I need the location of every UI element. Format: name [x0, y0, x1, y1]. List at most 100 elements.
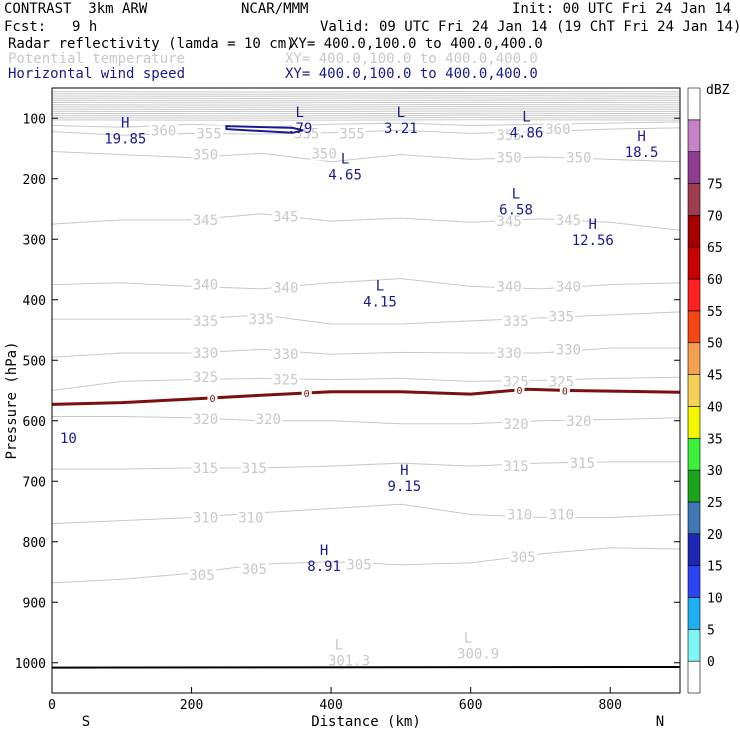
theta-contour-upper: [51, 97, 681, 100]
theta-contour-upper: [51, 114, 681, 117]
wind-extremum-value: 12.56: [572, 233, 614, 249]
colorbar-swatch: [687, 437, 701, 471]
colorbar-title: dBZ: [706, 83, 730, 98]
wind-extremum-letter: L: [397, 105, 405, 121]
colorbar-swatch: [687, 183, 701, 216]
theta-label: 350: [566, 151, 591, 167]
theta-label-bg: [509, 548, 537, 564]
freezing-level-contour: 0 0 0 0: [51, 383, 681, 406]
colorbar-swatch: [687, 374, 701, 407]
wind-contour-label: 10: [60, 431, 77, 447]
x-tick-label: 800: [598, 698, 621, 713]
y-axis-label: Pressure (hPa): [4, 341, 20, 459]
theta-label-bg: [191, 312, 220, 328]
theta-label: 350: [311, 146, 336, 162]
theta-label: 350: [496, 151, 521, 167]
colorbar-swatch: [687, 597, 701, 630]
theta-contour-upper: [51, 101, 681, 104]
theta-label-bg: [564, 412, 593, 428]
theta-label-bg: [236, 509, 265, 525]
y-tick-label: 900: [23, 596, 46, 611]
theta-contour-upper: [51, 108, 681, 110]
wind-extremum-value: .79: [287, 121, 312, 137]
theta-label-bg: [191, 509, 220, 525]
theta-label: 315: [242, 461, 267, 477]
theta-label: 310: [238, 511, 263, 527]
colorbar-swatch: [687, 215, 701, 248]
freezing-label-bg: [207, 391, 218, 404]
colorbar-level-label: 15: [707, 560, 723, 575]
theta-label-bg: [345, 556, 374, 572]
theta-contour-upper: [51, 106, 681, 108]
theta-contour-upper: [51, 116, 681, 119]
field-xy-reflectivity: XY= 400.0,100.0 to 400.0,400.0: [290, 36, 543, 52]
y-tick-label: 700: [23, 475, 46, 490]
theta-label: 330: [193, 346, 218, 362]
theta-label-bg: [505, 506, 534, 522]
plot-frame: [51, 87, 681, 694]
theta-label-bg: [543, 121, 572, 137]
theta-label: 345: [496, 214, 521, 230]
theta-label: 310: [549, 508, 574, 524]
theta-contour-upper: [51, 99, 681, 102]
colorbar-level-label: 55: [707, 305, 723, 320]
center-name: NCAR/MMM: [241, 1, 309, 17]
theta-label: 355: [339, 126, 364, 142]
colorbar-swatch: [687, 310, 701, 344]
freezing-label: 0: [516, 386, 522, 397]
theta-label-bg: [547, 506, 576, 522]
theta-label-bg: [254, 410, 283, 426]
theta-label-bg: [502, 458, 531, 474]
wind-extremum-value: 18.5: [625, 145, 659, 161]
y-tick-label: 1000: [15, 657, 46, 672]
theta-label: 305: [346, 558, 371, 574]
theta-label-bg: [495, 149, 524, 165]
theta-label-bg: [247, 311, 276, 327]
wind-extremum-letter: L: [522, 109, 530, 125]
theta-label: 330: [496, 346, 521, 362]
colorbar-level-label: 45: [707, 369, 723, 384]
colorbar-level-label: 60: [707, 273, 723, 288]
colorbar-level-label: 20: [707, 528, 723, 543]
colorbar-swatch: [687, 87, 701, 121]
colorbar-level-label: 0: [707, 655, 715, 670]
theta-label-bg: [191, 410, 220, 426]
theta-label-bg: [191, 459, 220, 475]
colorbar-level-label: 50: [707, 337, 723, 352]
colorbar-swatch: [687, 342, 701, 375]
theta-label: 305: [189, 568, 214, 584]
theta-contour-upper: [51, 103, 681, 106]
theta-label-bg: [547, 308, 576, 324]
wind-extremum-value: 3.21: [384, 121, 418, 137]
theta-label-bg: [195, 125, 223, 141]
model-title: CONTRAST 3km ARW: [4, 1, 148, 17]
field-xy-wind: XY= 400.0,100.0 to 400.0,400.0: [285, 66, 538, 82]
theta-label-bg: [149, 122, 178, 138]
theta-label-bg: [495, 127, 524, 143]
wind-extremum-letter: L: [295, 105, 303, 121]
theta-label-bg: [240, 459, 269, 475]
y-tick-label: 400: [23, 294, 46, 309]
theta-label: 360: [545, 122, 570, 138]
freezing-label: 0: [209, 394, 215, 405]
theta-label-bg: [191, 146, 220, 162]
x-tick-label: 0: [48, 698, 56, 713]
theta-label-bg: [564, 149, 593, 165]
theta-label-bg: [502, 415, 531, 431]
theta-contour-upper: [51, 95, 681, 97]
colorbar-level-label: 75: [707, 178, 723, 193]
theta-label: 315: [503, 459, 528, 475]
colorbar-swatch: [687, 565, 701, 598]
theta-contour-upper: [51, 119, 681, 121]
colorbar-swatch: [687, 533, 701, 566]
theta-extremum-letter: L: [464, 630, 472, 646]
theta-label-bg: [568, 455, 597, 471]
theta-label: 310: [193, 511, 218, 527]
theta-label-bg: [495, 213, 524, 229]
theta-label-bg: [554, 341, 583, 357]
theta-label: 355: [196, 126, 221, 142]
wind-extremum-letter: H: [400, 463, 408, 479]
wind-extremum-value: 8.91: [307, 559, 341, 575]
